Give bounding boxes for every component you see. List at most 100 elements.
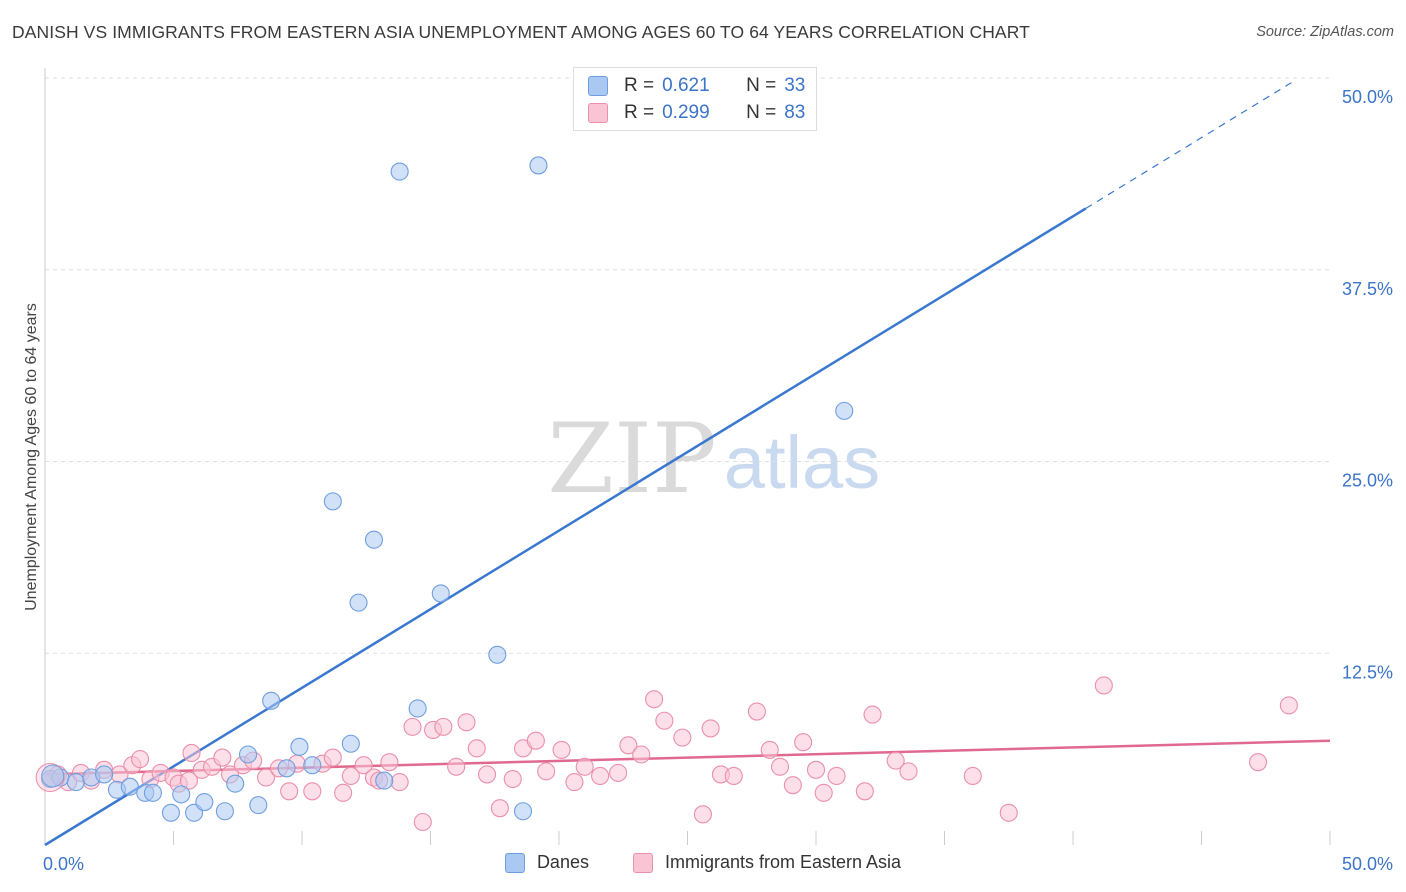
danes-point bbox=[323, 492, 342, 511]
source-label: Source: ZipAtlas.com bbox=[1256, 24, 1394, 40]
legend-label-danes: Danes bbox=[536, 852, 589, 872]
immigrants-point bbox=[503, 769, 522, 789]
immigrants-point bbox=[1248, 753, 1268, 772]
immigrants-point bbox=[380, 753, 399, 772]
danes-point bbox=[161, 803, 180, 822]
scatter-points bbox=[35, 156, 1298, 832]
immigrants-point bbox=[673, 728, 692, 747]
immigrants-point bbox=[619, 736, 638, 755]
correlation-row-immigrants: R = 0.299 N = 83 bbox=[588, 100, 805, 126]
danes-point bbox=[215, 802, 234, 821]
immigrants-point bbox=[855, 782, 874, 801]
r-label: R = bbox=[624, 102, 655, 123]
immigrants-point bbox=[131, 750, 150, 769]
immigrants-point bbox=[537, 762, 556, 781]
immigrants-point bbox=[724, 766, 743, 786]
danes-point bbox=[226, 774, 245, 793]
watermark-zip: ZIP bbox=[547, 403, 716, 515]
danes-swatch bbox=[588, 76, 608, 96]
immigrants-point bbox=[403, 717, 422, 736]
legend-item-immigrants[interactable]: Immigrants from Eastern Asia bbox=[632, 852, 902, 873]
immigrants-point bbox=[886, 751, 905, 770]
danes-point bbox=[529, 156, 548, 175]
immigrants-point bbox=[701, 719, 720, 738]
r-value: 0.299 bbox=[662, 102, 710, 123]
immigrants-point bbox=[354, 756, 373, 775]
immigrants-point bbox=[434, 717, 453, 736]
correlation-row-danes: R = 0.621 N = 33 bbox=[588, 73, 805, 99]
danes-point bbox=[41, 764, 65, 788]
danes-point bbox=[249, 796, 268, 815]
immigrants-swatch bbox=[588, 103, 608, 123]
legend-item-danes[interactable]: Danes bbox=[504, 852, 589, 873]
y-axis-label: Unemployment Among Ages 60 to 64 years bbox=[23, 303, 40, 611]
danes-point bbox=[364, 530, 384, 549]
immigrants-legend-swatch bbox=[632, 852, 653, 873]
y-tick-label: 37.5% bbox=[1342, 279, 1393, 299]
immigrants-point bbox=[341, 766, 360, 786]
r-label: R = bbox=[624, 75, 655, 96]
y-tick-label: 25.0% bbox=[1342, 471, 1393, 491]
danes-point bbox=[66, 773, 85, 792]
immigrants-point bbox=[806, 760, 826, 779]
n-value: 83 bbox=[784, 102, 806, 123]
immigrants-point bbox=[963, 766, 982, 786]
immigrants-point bbox=[794, 733, 813, 752]
immigrants-point bbox=[575, 757, 594, 776]
r-value: 0.621 bbox=[662, 75, 710, 96]
immigrants-point bbox=[863, 705, 882, 724]
danes-point bbox=[277, 759, 296, 778]
immigrants-point bbox=[609, 763, 628, 782]
danes-point bbox=[290, 737, 309, 756]
immigrants-point bbox=[747, 702, 766, 721]
danes-point bbox=[120, 777, 139, 796]
immigrants-point bbox=[280, 782, 299, 801]
watermark-atlas: atlas bbox=[724, 421, 880, 504]
immigrants-point bbox=[182, 743, 201, 763]
tick-labels: 12.5% 25.0% 37.5% 50.0% 0.0% 50.0% bbox=[43, 87, 1393, 874]
immigrants-point bbox=[1094, 676, 1113, 695]
immigrants-trend-line bbox=[44, 739, 1331, 776]
legend-label-immigrants: Immigrants from Eastern Asia bbox=[664, 852, 902, 872]
immigrants-point bbox=[591, 766, 610, 786]
immigrants-point bbox=[447, 757, 466, 776]
danes-point bbox=[513, 802, 533, 821]
danes-point bbox=[195, 792, 214, 812]
immigrants-point bbox=[256, 768, 276, 787]
immigrants-point bbox=[213, 748, 232, 767]
x-tick-label: 0.0% bbox=[43, 854, 84, 874]
danes-point bbox=[408, 699, 427, 718]
grid-lines bbox=[45, 77, 1330, 654]
danes-point bbox=[172, 785, 191, 804]
immigrants-point bbox=[814, 783, 833, 802]
watermark: ZIP atlas bbox=[547, 403, 880, 515]
y-tick-label: 50.0% bbox=[1342, 87, 1393, 107]
immigrants-point bbox=[303, 782, 322, 801]
danes-legend-swatch bbox=[504, 852, 525, 873]
immigrants-point bbox=[760, 740, 779, 759]
danes-point bbox=[349, 593, 368, 612]
immigrants-point bbox=[999, 803, 1018, 822]
immigrants-point bbox=[899, 762, 918, 781]
immigrants-point bbox=[655, 711, 674, 730]
danes-point bbox=[95, 765, 114, 784]
immigrants-point bbox=[390, 773, 409, 792]
y-tick-label: 12.5% bbox=[1342, 662, 1393, 682]
immigrants-point bbox=[645, 690, 664, 709]
n-value: 33 bbox=[784, 75, 806, 96]
trend-lines bbox=[44, 82, 1331, 847]
immigrants-point bbox=[827, 766, 846, 786]
series-legend: Danes Immigrants from Eastern Asia bbox=[0, 852, 1406, 873]
immigrants-point bbox=[565, 773, 584, 792]
danes-point bbox=[375, 771, 394, 790]
immigrants-point bbox=[770, 757, 790, 776]
immigrants-point bbox=[323, 748, 342, 767]
correlation-legend: R = 0.621 N = 33 R = 0.299 N = 83 bbox=[573, 67, 817, 131]
immigrants-point bbox=[783, 776, 802, 795]
immigrants-point bbox=[693, 805, 712, 824]
axes bbox=[44, 68, 1331, 845]
immigrants-point bbox=[413, 812, 432, 832]
immigrants-point bbox=[1279, 696, 1298, 715]
danes-point bbox=[488, 645, 507, 664]
